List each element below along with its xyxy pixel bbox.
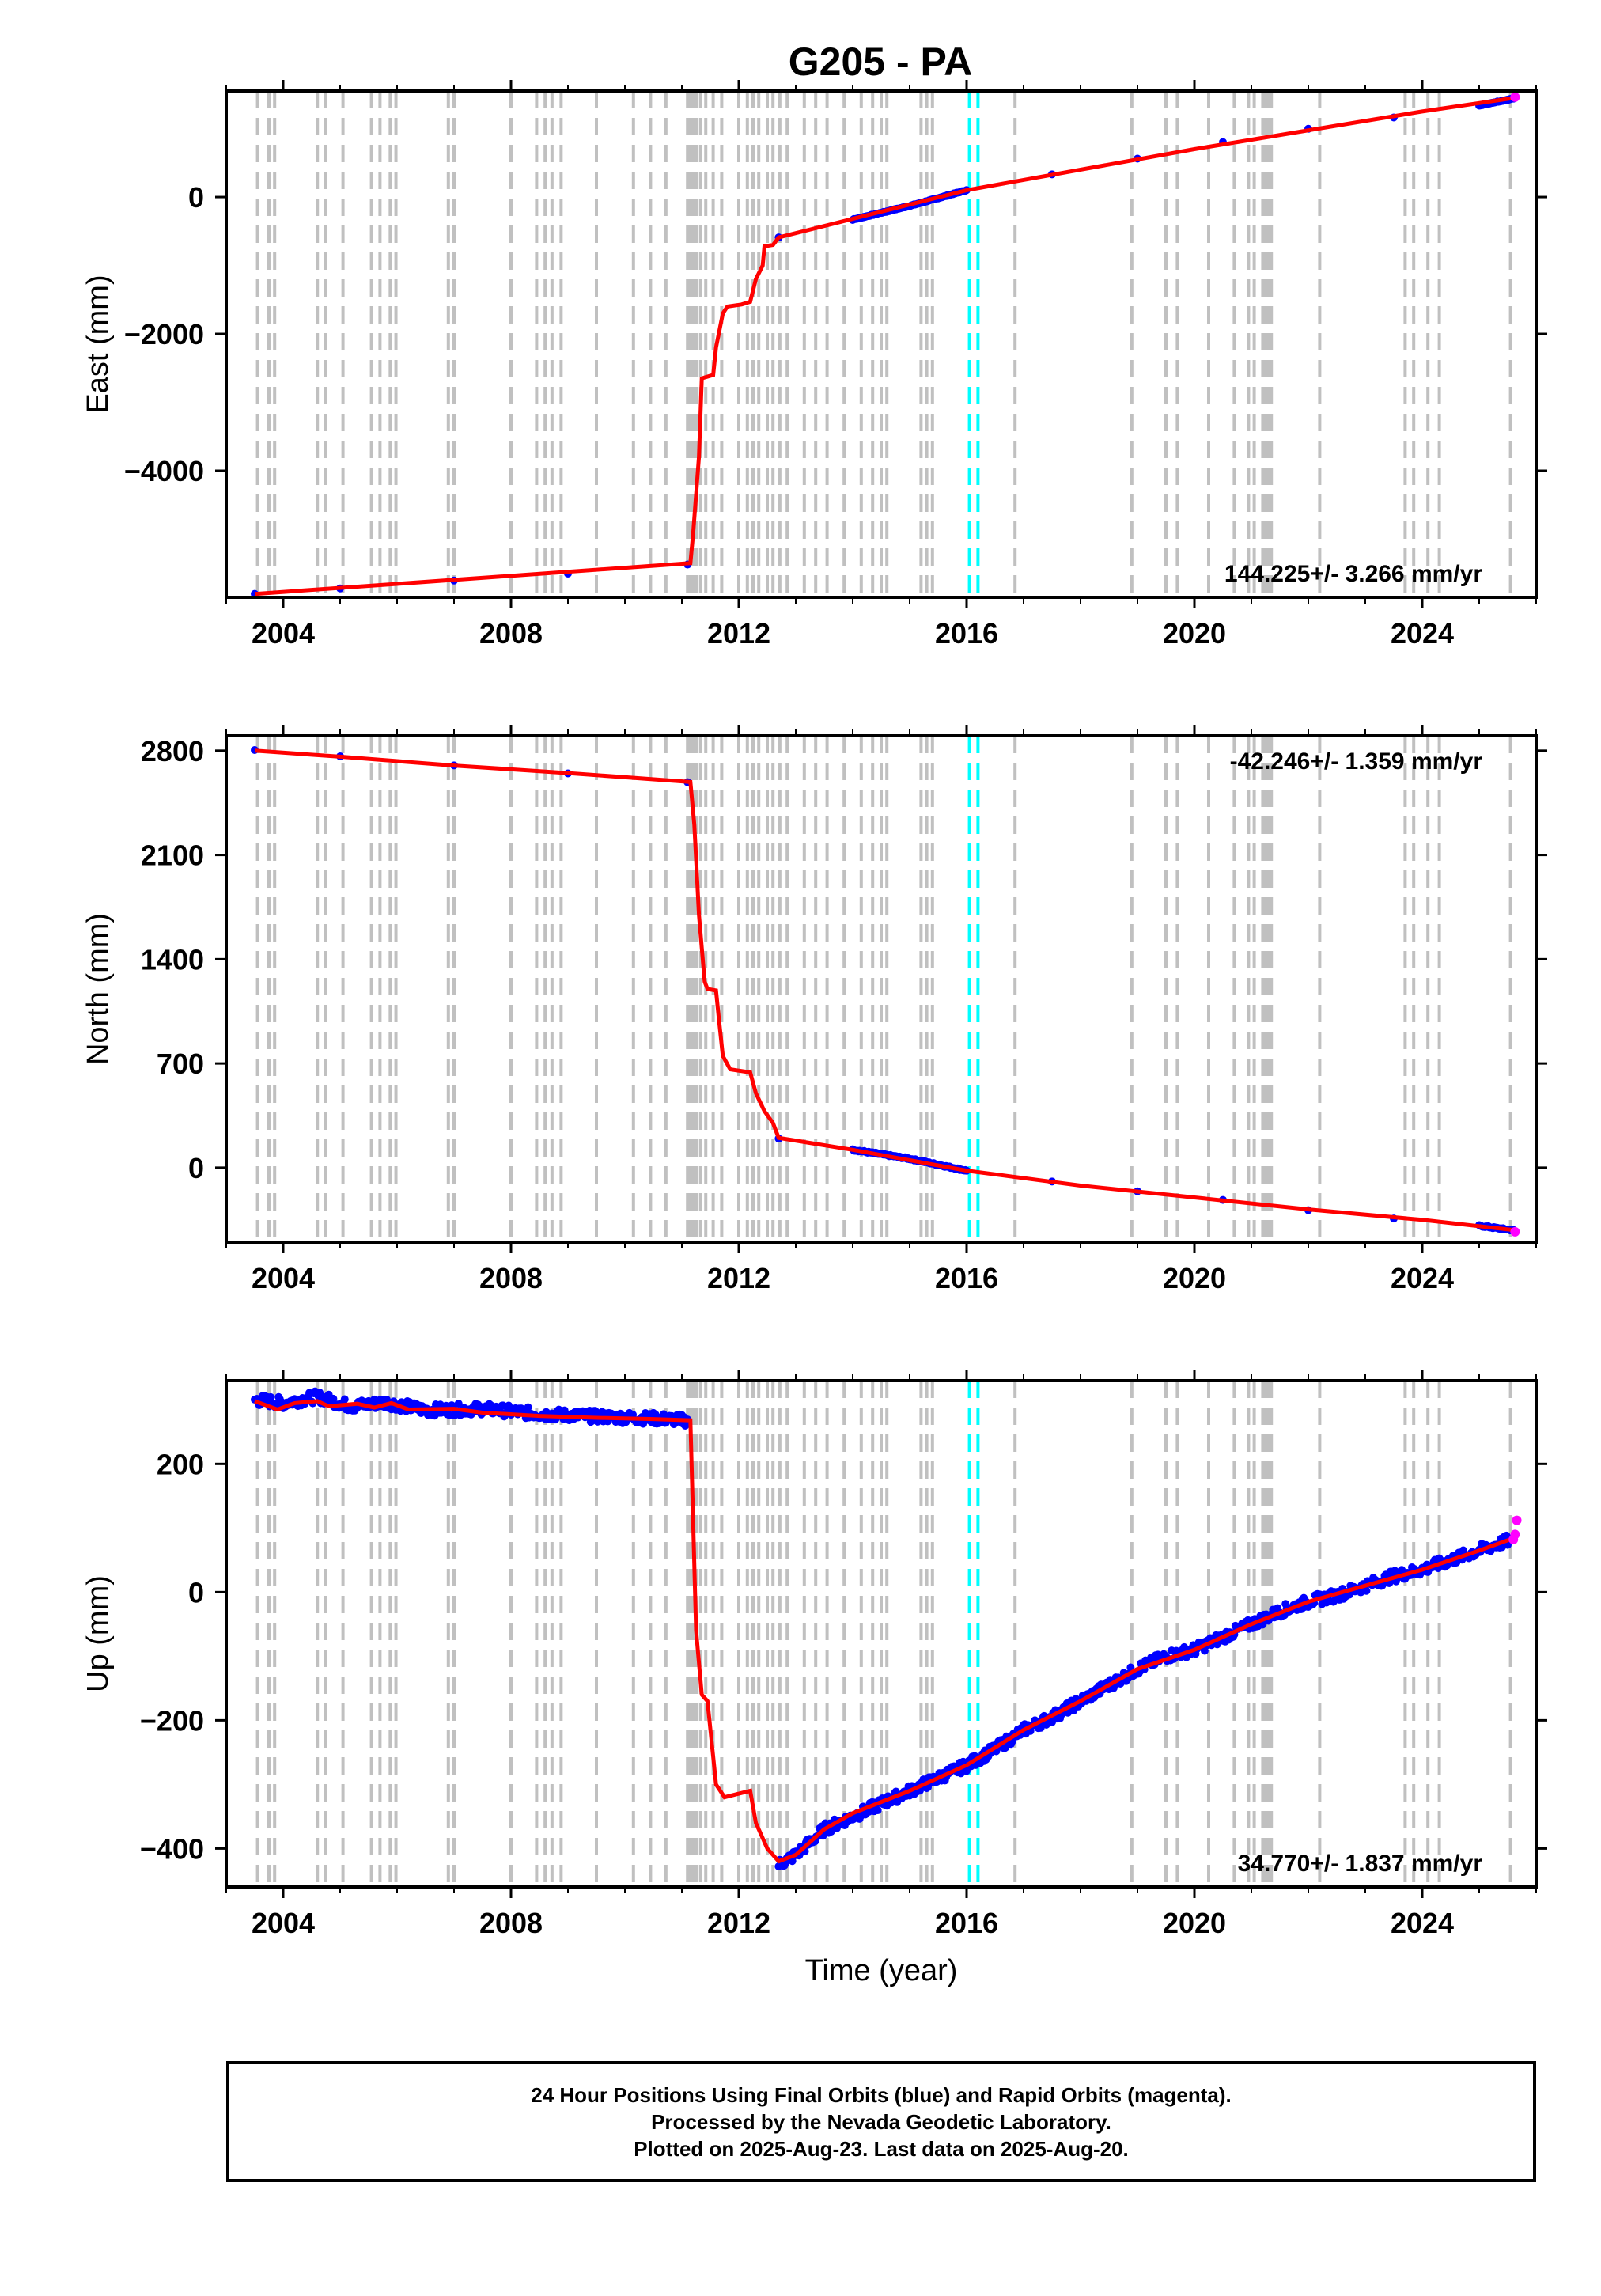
footer-info-box: 24 Hour Positions Using Final Orbits (bl… <box>226 2061 1536 2182</box>
model-fit-line <box>254 96 1516 597</box>
rapid-orbit-point <box>1510 1226 1520 1237</box>
final-orbit-point <box>1502 1531 1511 1540</box>
x-tick-label: 2016 <box>935 1262 998 1294</box>
y-tick-label: 2100 <box>141 839 204 872</box>
rate-label: 34.770+/- 1.837 mm/yr <box>1238 1851 1483 1877</box>
event-lines <box>255 1381 1512 1887</box>
x-tick-label: 2020 <box>1163 617 1226 650</box>
y-axis-label: North (mm) <box>81 913 115 1065</box>
final-orbit-point <box>873 1806 882 1815</box>
model-fit-line <box>254 1399 1516 1864</box>
plot-frame <box>225 734 1538 1244</box>
x-tick-label: 2024 <box>1391 1262 1454 1294</box>
y-tick-label: −2000 <box>124 318 204 350</box>
event-lines <box>255 91 1512 597</box>
footer-line-orbits: 24 Hour Positions Using Final Orbits (bl… <box>531 2082 1232 2107</box>
y-tick-label: 1400 <box>141 943 204 976</box>
x-tick-label: 2016 <box>935 1907 998 1939</box>
x-tick-label: 2016 <box>935 617 998 650</box>
y-axis-label: East (mm) <box>81 275 115 413</box>
y-tick-label: 2800 <box>141 735 204 767</box>
model-fit-line <box>254 748 1516 1233</box>
panels: 2004 2008 2012 2016 2020 20240−2000−4000East … <box>81 80 1547 1987</box>
x-tick-label: 2020 <box>1163 1907 1226 1939</box>
final-orbit-point <box>524 1403 532 1411</box>
x-tick-label: 2024 <box>1391 617 1454 650</box>
event-lines <box>255 736 1512 1242</box>
footer-line-processed: Processed by the Nevada Geodetic Laborat… <box>651 2109 1111 2134</box>
y-tick-label: 0 <box>188 181 204 214</box>
y-tick-label: 200 <box>157 1448 204 1480</box>
footer-line-plotted: Plotted on 2025-Aug-23. Last data on 202… <box>634 2136 1129 2161</box>
x-tick-label: 2012 <box>707 1907 770 1939</box>
plot-frame <box>225 1379 1538 1889</box>
x-tick-label: 2020 <box>1163 1262 1226 1294</box>
final-orbit-points <box>251 746 1518 1235</box>
y-axis-label: Up (mm) <box>81 1575 115 1692</box>
y-tick-label: 0 <box>188 1576 204 1608</box>
y-tick-label: −400 <box>140 1832 204 1865</box>
x-tick-label: 2008 <box>479 1907 543 1939</box>
final-orbit-point <box>340 1395 349 1404</box>
final-orbit-point <box>329 1394 338 1403</box>
panel-north: 2004 2008 2012 2016 2020 2024 2800 2100 1400 700 0… <box>81 725 1547 1294</box>
x-tick-label: 2004 <box>252 1262 315 1294</box>
x-tick-label: 2012 <box>707 1262 770 1294</box>
y-tick-label: 0 <box>188 1152 204 1184</box>
y-tick-label: −200 <box>140 1704 204 1737</box>
final-orbit-point <box>267 1392 275 1401</box>
rate-label: -42.246+/- 1.359 mm/yr <box>1230 748 1483 775</box>
final-orbit-point <box>1126 1663 1135 1672</box>
x-tick-label: 2004 <box>252 1907 315 1939</box>
x-tick-label: 2008 <box>479 1262 543 1294</box>
plot-frame <box>225 89 1538 599</box>
chart-title: G205 - PA <box>789 40 973 84</box>
panel-up: 2004 2008 2012 2016 2020 2024 200 0 −200 −400 Up (… <box>81 1370 1547 1987</box>
x-tick-label: 2004 <box>252 617 315 650</box>
final-orbit-points <box>251 94 1518 598</box>
rapid-orbit-point <box>1510 1529 1520 1540</box>
x-tick-label: 2008 <box>479 617 543 650</box>
y-tick-label: −4000 <box>124 455 204 487</box>
final-orbit-point <box>1362 1586 1371 1595</box>
x-axis-label: Time (year) <box>805 1954 958 1987</box>
x-tick-label: 2024 <box>1391 1907 1454 1939</box>
rate-label: 144.225+/- 3.266 mm/yr <box>1224 561 1482 587</box>
x-tick-label: 2012 <box>707 617 770 650</box>
rapid-orbit-point <box>1512 1515 1522 1525</box>
y-tick-label: 700 <box>157 1048 204 1080</box>
panel-east: 2004 2008 2012 2016 2020 2024 0 −2000 −4000 East … <box>81 80 1547 650</box>
rapid-orbit-point <box>1510 92 1520 102</box>
